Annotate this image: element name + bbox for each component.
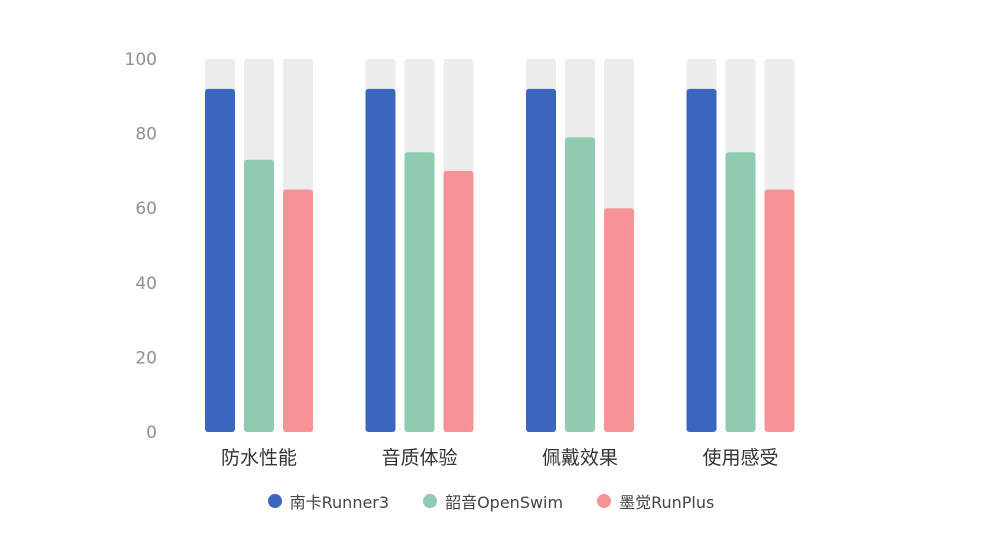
- x-tick-label: 防水性能: [221, 447, 297, 469]
- bar-0-0: [205, 88, 235, 432]
- bar-2-1: [565, 137, 595, 432]
- legend-marker-icon: [267, 494, 282, 508]
- legend-item[interactable]: 墨觉RunPlus: [597, 489, 714, 513]
- bar-0-1: [244, 159, 274, 432]
- legend-item[interactable]: 南卡Runner3: [267, 489, 390, 513]
- bar-1-0: [365, 88, 396, 432]
- bar-3-1: [725, 152, 756, 432]
- legend: 南卡Runner3 韶音OpenSwim 墨觉RunPlus: [0, 489, 982, 513]
- bar-0-2: [283, 189, 313, 432]
- legend-label: 南卡Runner3: [289, 493, 390, 512]
- legend-marker-icon: [597, 494, 612, 508]
- y-tick-label: 80: [135, 125, 157, 145]
- y-tick-label: 0: [146, 423, 157, 443]
- legend-label: 墨觉RunPlus: [619, 493, 715, 512]
- legend-marker-icon: [423, 494, 438, 508]
- bar-3-0: [686, 88, 717, 432]
- y-tick-label: 20: [135, 348, 157, 368]
- y-tick-label: 40: [135, 274, 157, 294]
- x-tick-label: 音质体验: [381, 447, 457, 469]
- x-tick-label: 佩戴效果: [542, 447, 618, 469]
- x-tick-label: 使用感受: [702, 447, 778, 469]
- bar-1-2: [443, 170, 474, 432]
- bar-1-1: [404, 152, 435, 432]
- y-tick-label: 100: [125, 50, 157, 70]
- legend-item[interactable]: 韶音OpenSwim: [423, 489, 563, 513]
- bar-3-2: [764, 189, 795, 432]
- bars: [205, 59, 795, 432]
- legend-label: 韶音OpenSwim: [445, 493, 564, 512]
- bar-2-0: [526, 88, 556, 432]
- y-tick-label: 60: [135, 199, 157, 219]
- x-axis: 防水性能 音质体验 佩戴效果 使用感受: [221, 447, 779, 469]
- bar-2-2: [604, 208, 634, 432]
- y-axis: 0 20 40 60 80 100: [125, 50, 157, 443]
